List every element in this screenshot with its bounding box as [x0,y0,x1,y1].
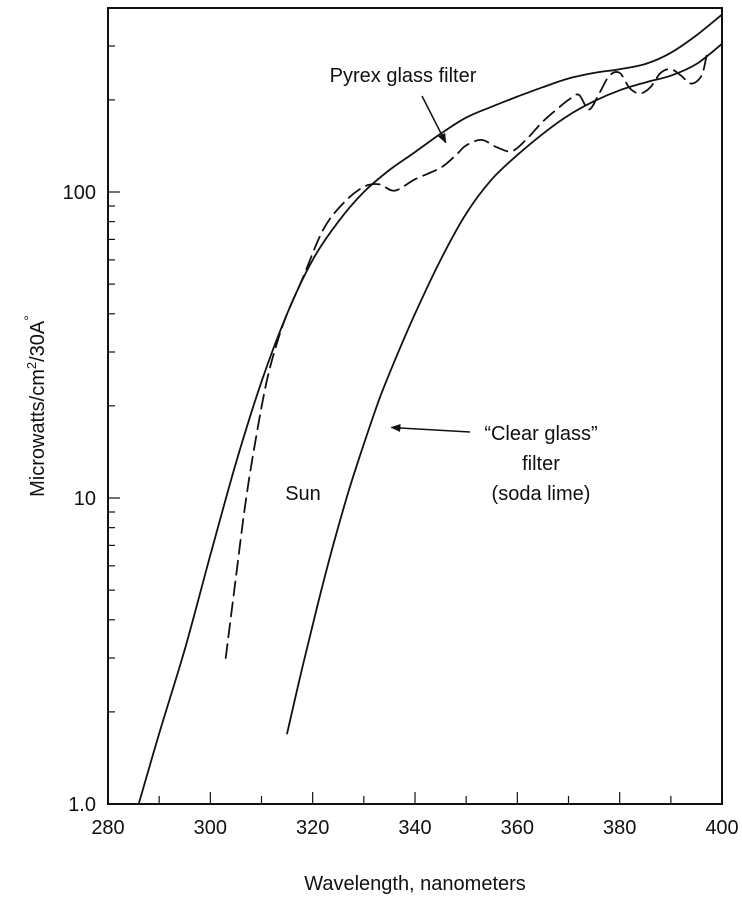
curves [137,13,722,804]
series-pyrex-curve [137,13,722,804]
annotation-sun-label: Sun [285,483,321,505]
annotation-clear-glass-line-3: (soda lime) [492,483,591,505]
x-tick-label: 300 [194,817,227,839]
x-tick-label: 280 [91,817,124,839]
plot-frame [107,7,723,805]
x-tick-label: 400 [705,817,738,839]
annotation-pyrex-label: Pyrex glass filter [330,65,477,87]
series-clear-glass-curve [286,42,722,735]
x-tick-label: 340 [398,817,431,839]
x-tick-label: 380 [603,817,636,839]
x-tick-label: 360 [501,817,534,839]
annotation-pyrex-arrow [421,95,447,144]
y-axis-ticks: 1.0 10 100 [63,45,120,816]
annotation-clear-glass-line-1: “Clear glass” [484,423,597,445]
x-tick-label: 320 [296,817,329,839]
y-tick-label: 1.0 [68,794,96,816]
y-tick-label: 10 [74,488,96,510]
x-axis-label: Wavelength, nanometers [304,873,526,895]
y-axis-label: Microwatts/cm2/30A° [21,315,49,497]
annotation-clear-glass-arrow [390,424,471,433]
y-tick-label: 100 [63,182,96,204]
x-axis-ticks: 280 300 320 340 360 380 400 [91,792,739,839]
annotation-clear-glass-line-2: filter [522,453,560,475]
series-sun-curve [224,54,708,659]
